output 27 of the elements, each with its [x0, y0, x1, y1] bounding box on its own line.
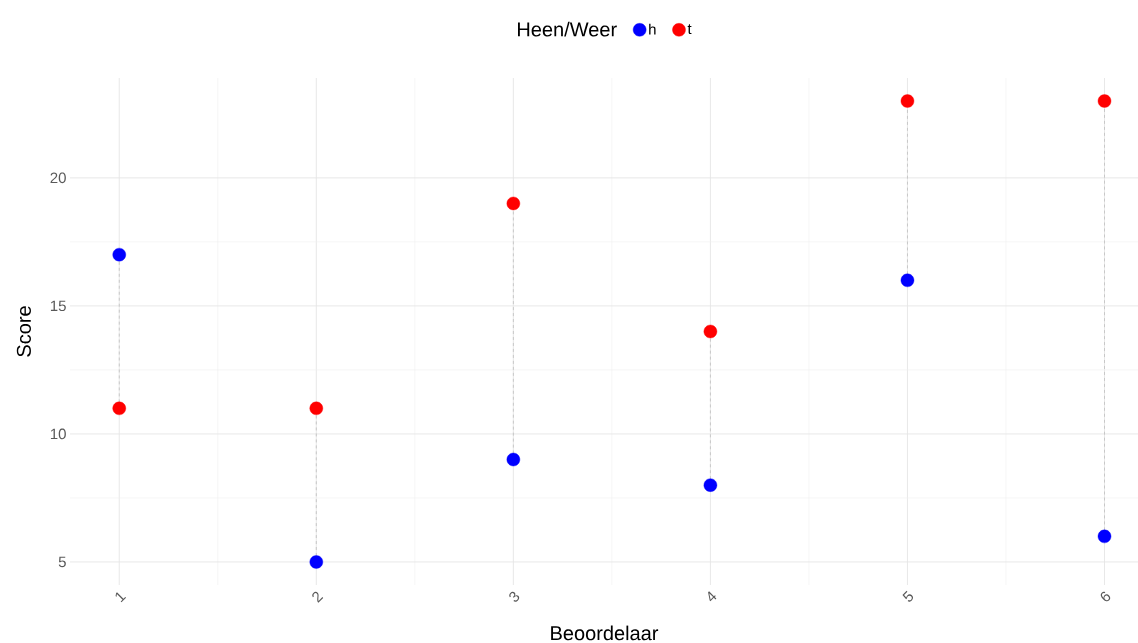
- point: [112, 247, 126, 262]
- x-tick-label: 2: [312, 591, 324, 603]
- y-tick-label: 20: [50, 172, 66, 184]
- x-tick-label: 6: [1100, 591, 1111, 602]
- point: [703, 324, 718, 339]
- x-tick-label: 3: [509, 591, 520, 602]
- point: [1097, 529, 1112, 544]
- x-tick-label: 4: [708, 591, 717, 602]
- x-axis-title: Beoordelaar: [551, 625, 659, 641]
- point: [506, 196, 521, 211]
- x-tick-label: 5: [902, 590, 914, 602]
- point: [900, 273, 915, 287]
- y-tick-label: 5: [58, 556, 66, 568]
- y-tick-label: 15: [50, 300, 66, 312]
- point: [506, 452, 521, 467]
- point: [703, 478, 718, 492]
- point: [900, 94, 915, 108]
- point: [309, 401, 324, 416]
- point: [1097, 94, 1112, 108]
- y-tick-label: 10: [50, 428, 66, 440]
- legend-label: h: [649, 23, 656, 35]
- legend-title: Heen/Weer: [518, 21, 617, 37]
- point: [112, 401, 126, 416]
- legend-label: t: [687, 24, 692, 35]
- x-tick-label: 1: [115, 592, 127, 603]
- point: [309, 555, 324, 569]
- y-axis-title: Score: [16, 306, 31, 357]
